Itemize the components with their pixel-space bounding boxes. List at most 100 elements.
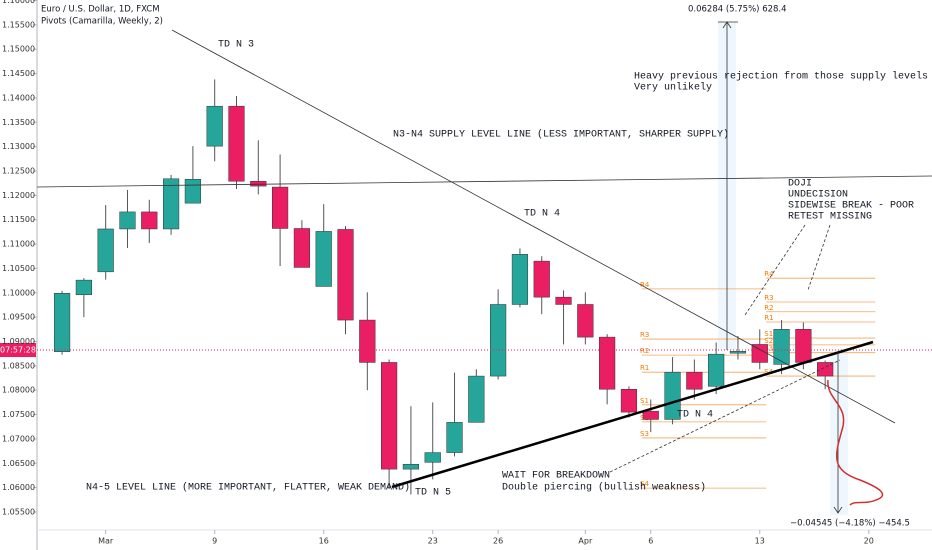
candle-body [555, 296, 572, 305]
arrow-head [722, 21, 732, 29]
pivot-label: R4 [640, 281, 650, 289]
candle-body [533, 260, 550, 298]
annotation: SIDEWISE BREAK - POOR [788, 201, 914, 212]
drawings: 07:57:28 [0, 21, 932, 514]
annotation: TD N 5 [415, 488, 451, 499]
y-tick-label: 1.09000 [2, 337, 35, 346]
y-tick-label: 1.15500 [2, 20, 35, 29]
x-tick-label: Apr [578, 537, 593, 546]
pivot-label: S4 [640, 480, 649, 488]
dashed-arrow [807, 224, 831, 291]
x-tick-label: 16 [319, 537, 329, 546]
pivot-label: S1 [640, 397, 649, 405]
pivot-label: S3 [640, 430, 649, 438]
y-tick-label: 1.14500 [2, 69, 35, 78]
pivot-label: S3 [764, 345, 773, 353]
x-tick-label: 26 [493, 537, 503, 546]
y-tick-label: 1.11000 [2, 240, 35, 249]
candle-body [141, 211, 158, 230]
candle-body [620, 388, 638, 413]
chart-title: Euro / U.S. Dollar, 1D, FXCM [41, 5, 160, 15]
pivot-label: R2 [764, 304, 773, 312]
candle-body [490, 304, 507, 377]
candle-body [75, 279, 92, 295]
annotation: WAIT FOR BREAKDOWN [502, 471, 610, 482]
x-tick-label: 6 [648, 537, 653, 546]
y-tick-label: 1.06500 [2, 459, 35, 468]
time-label: 07:57:28 [0, 346, 36, 355]
y-tick-label: 1.15000 [2, 45, 35, 54]
y-tick-label: 1.12000 [2, 191, 35, 200]
y-tick-label: 1.16000 [2, 0, 35, 5]
candle-body [729, 350, 747, 354]
pivot-label: R3 [764, 294, 773, 302]
annotation: Very unlikely [634, 82, 712, 94]
y-tick-label: 1.14000 [2, 93, 35, 102]
candle-body [381, 362, 398, 470]
annotation: N3-N4 SUPPLY LEVEL LINE (LESS IMPORTANT,… [393, 129, 729, 141]
y-tick-label: 1.08000 [2, 386, 35, 395]
candle-body [272, 186, 289, 229]
pivot-label: R3 [640, 331, 649, 339]
y-tick-label: 1.07000 [2, 434, 35, 443]
candle-body [206, 105, 223, 147]
candle-body [795, 329, 812, 363]
arrow-head [833, 506, 843, 514]
candle-body [599, 336, 616, 390]
annotation: Heavy previous rejection from those supp… [634, 71, 928, 83]
candle-body [293, 228, 311, 268]
x-tick-label: 13 [755, 537, 765, 546]
projection-curve [827, 379, 884, 506]
pivot-label: R4 [764, 270, 774, 278]
candle-body [817, 362, 834, 377]
candle-body [162, 178, 180, 230]
x-tick-label: 23 [428, 537, 438, 546]
candle-body [446, 422, 463, 453]
annotation: TD N 4 [524, 209, 560, 220]
candle-body [577, 304, 594, 338]
trend-line [36, 175, 932, 188]
pivot-label: R1 [640, 364, 649, 372]
trend-line [171, 29, 896, 424]
trend-line [391, 340, 874, 489]
measure-box [830, 350, 848, 515]
annotation: Double piercing (bullish weakness) [502, 482, 706, 494]
pivot-label: S2 [764, 337, 773, 345]
candle-body [228, 105, 245, 182]
annotation: N4-5 LEVEL LINE (MORE IMPORTANT, FLATTER… [86, 482, 410, 494]
candle-body [708, 353, 725, 387]
y-tick-label: 1.07500 [2, 410, 35, 419]
candle-body [424, 452, 441, 463]
candle-body [337, 229, 354, 321]
candle-body [642, 410, 659, 420]
y-tick-label: 1.13500 [2, 118, 35, 127]
annotation: UNDECISION [788, 190, 848, 201]
annotation: TD N 4 [677, 410, 713, 421]
candle-body [315, 231, 332, 287]
y-tick-label: 1.12500 [2, 166, 35, 175]
annotation: TD N 3 [218, 40, 254, 51]
y-tick-label: 1.11500 [2, 215, 35, 224]
candle-body [53, 293, 71, 352]
candle-body [184, 179, 201, 204]
annotation: RETEST MISSING [788, 212, 872, 223]
x-tick-label: 9 [212, 537, 217, 546]
candle-body [664, 371, 681, 420]
x-tick-label: Mar [98, 537, 114, 546]
axes: 1.05500 1.06000 1.06500 1.07000 1.07500 1.080… [2, 0, 874, 546]
pivot-label: R2 [640, 347, 649, 355]
candles [53, 79, 834, 495]
dashed-arrow [609, 359, 841, 473]
annotation: DOJI [788, 179, 812, 190]
candle-body [119, 211, 136, 230]
y-tick-label: 1.10000 [2, 288, 35, 297]
y-tick-label: 1.09500 [2, 313, 35, 322]
chart-subtitle: Pivots (Camarilla, Weekly, 2) [41, 17, 163, 27]
texts: Euro / U.S. Dollar, 1D, FXCM Pivots (Cam… [41, 5, 928, 529]
candle-body [511, 254, 529, 305]
candle-body [773, 329, 790, 365]
candle-body [751, 344, 768, 363]
candle-body [686, 371, 703, 390]
